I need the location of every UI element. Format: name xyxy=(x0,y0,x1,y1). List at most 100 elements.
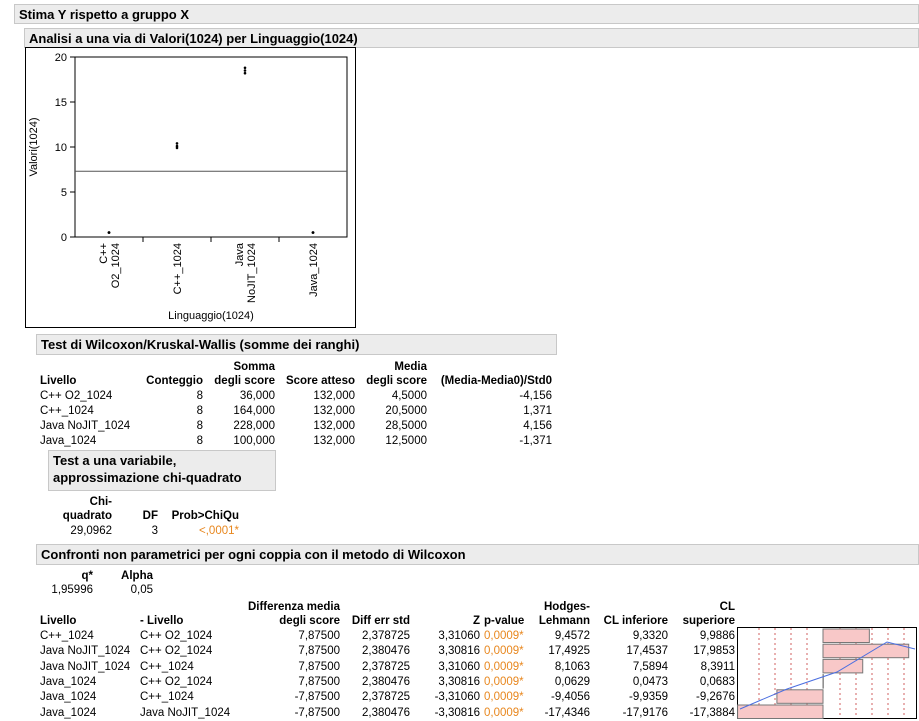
table-cell: -9,9359 xyxy=(628,691,668,704)
table-cell: 164,000 xyxy=(233,405,275,417)
point xyxy=(175,142,179,145)
table-cell: 0,0009* xyxy=(484,630,524,642)
table-cell: Somma degli score xyxy=(214,361,275,387)
table-cell: 7,87500 xyxy=(298,660,340,673)
frame xyxy=(737,627,917,719)
table-cell: 0,0009* xyxy=(484,691,524,704)
table-cell: 3,30816 xyxy=(438,645,480,658)
x-tick-label: C++_1024 xyxy=(172,243,184,294)
table-cell: Java_1024 xyxy=(40,706,97,719)
table-cell: 7,87500 xyxy=(298,645,340,658)
table-cell: 8,3911 xyxy=(700,660,735,673)
frame xyxy=(25,47,356,328)
table-cell: 9,3320 xyxy=(632,630,668,642)
table-cell: 3,31060 xyxy=(438,660,480,673)
table-cell: 0,0629 xyxy=(554,675,590,688)
point xyxy=(107,231,111,234)
table-cell: 0,0009* xyxy=(484,660,524,673)
table-cell: Java NoJIT_1024 xyxy=(40,660,131,673)
table-cell: 0,0009* xyxy=(484,645,524,658)
table-cell: 3 xyxy=(151,525,158,537)
table-cell: C++_1024 xyxy=(140,660,194,673)
hl-chart xyxy=(737,627,917,719)
table-cell: 2,378725 xyxy=(362,660,410,673)
hl-bar xyxy=(737,704,824,719)
table-cell: C++ O2_1024 xyxy=(40,390,113,402)
table-cell: 132,000 xyxy=(313,435,355,447)
table-cell: Hodges- Lehmann xyxy=(538,601,590,627)
table-cell: -7,87500 xyxy=(294,691,340,704)
table-cell: C++ O2_1024 xyxy=(140,630,213,642)
section-header[interactable]: Confronti non parametrici per ogni coppi… xyxy=(36,544,919,565)
table-cell: -17,9176 xyxy=(622,706,668,719)
table-cell: <,0001* xyxy=(199,525,239,537)
table-cell: 2,380476 xyxy=(362,645,410,658)
table-cell: 8,1063 xyxy=(554,660,590,673)
table-cell: 36,000 xyxy=(239,390,275,402)
hl-bar xyxy=(776,689,824,704)
table-cell: 0,0009* xyxy=(484,675,524,688)
hl-bar xyxy=(822,628,870,643)
table-cell: 17,9853 xyxy=(693,645,735,658)
section-header[interactable]: Test a una variabile, approssimazione ch… xyxy=(48,450,276,491)
table-cell: 0,05 xyxy=(130,584,153,596)
table-cell: 7,5894 xyxy=(632,660,668,673)
x-axis-label: Linguaggio(1024) xyxy=(168,310,254,322)
table-cell: (Media-Media0)/Std0 xyxy=(440,375,552,387)
table-cell: p-value xyxy=(484,615,525,627)
table-cell: CL superiore xyxy=(682,601,735,627)
table-cell: 28,5000 xyxy=(385,420,427,432)
table-cell: Java_1024 xyxy=(40,435,97,447)
table-cell: 7,87500 xyxy=(298,630,340,642)
table-cell: -9,2676 xyxy=(695,691,735,704)
table-cell: 1,95996 xyxy=(51,584,93,596)
table-cell: 29,0962 xyxy=(70,525,112,537)
table-cell: 2,380476 xyxy=(362,706,410,719)
table-cell: -3,31060 xyxy=(434,691,480,704)
y-tick-label: 0 xyxy=(61,232,67,244)
table-cell: -9,4056 xyxy=(550,691,590,704)
point xyxy=(311,231,315,234)
table-cell: Conteggio xyxy=(146,375,203,387)
table-cell: 17,4925 xyxy=(548,645,590,658)
table-cell: 132,000 xyxy=(313,390,355,402)
point xyxy=(175,144,179,148)
section-header[interactable]: Analisi a una via di Valori(1024) per Li… xyxy=(24,28,919,48)
table-cell: C++ O2_1024 xyxy=(140,675,213,688)
table-cell: - Livello xyxy=(140,615,184,627)
table-cell: 2,378725 xyxy=(362,691,410,704)
table-cell: 0,0473 xyxy=(632,675,668,688)
table-cell: 228,000 xyxy=(233,420,275,432)
point xyxy=(175,146,179,150)
table-cell: 9,9886 xyxy=(699,630,735,642)
section-header[interactable]: Stima Y rispetto a gruppo X xyxy=(14,4,919,24)
point xyxy=(243,66,247,70)
table-cell: 2,380476 xyxy=(362,675,410,688)
table-cell: Java_1024 xyxy=(40,675,97,688)
table-cell: Alpha xyxy=(121,570,153,582)
table-cell: DF xyxy=(142,510,158,522)
table-cell: 8 xyxy=(196,405,203,417)
table-cell: C++_1024 xyxy=(40,405,94,417)
table-cell: -3,30816 xyxy=(434,706,480,719)
plot-frame: Valori(1024) Linguaggio(1024) 0 5 10 15 20 C+… xyxy=(25,47,356,328)
table-cell: Media degli score xyxy=(366,361,427,387)
section-header[interactable]: Test di Wilcoxon/Kruskal-Wallis (somme d… xyxy=(36,334,557,355)
x-tick-label: C++O2_1024 xyxy=(98,243,122,288)
table-cell: Livello xyxy=(40,375,77,387)
table-cell: 9,4572 xyxy=(554,630,590,642)
table-cell: 3,30816 xyxy=(438,675,480,688)
table-cell: 12,5000 xyxy=(385,435,427,447)
table-cell: 0,0683 xyxy=(699,675,735,688)
table-cell: q* xyxy=(81,570,94,582)
table-cell: Differenza media degli score xyxy=(247,601,340,627)
table-cell: Livello xyxy=(40,615,77,627)
point xyxy=(243,71,247,75)
table-cell: Diff err std xyxy=(351,615,410,627)
table-cell: 0,0009* xyxy=(484,706,524,719)
y-tick-label: 15 xyxy=(55,97,67,109)
table-cell: CL inferiore xyxy=(603,615,668,627)
x-tick-label: JavaNoJIT_1024 xyxy=(234,242,258,303)
y-tick-label: 5 xyxy=(61,187,67,199)
table-cell: -4,156 xyxy=(519,390,552,402)
